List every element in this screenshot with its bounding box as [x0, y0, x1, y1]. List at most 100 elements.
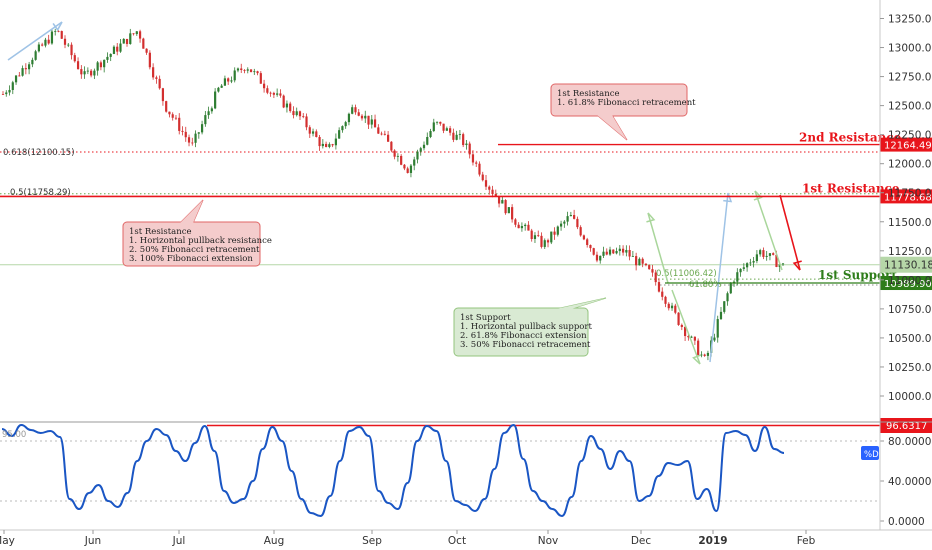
- candle: [755, 250, 758, 264]
- candle: [315, 129, 318, 138]
- stoch-line: [1, 423, 785, 518]
- candle: [103, 59, 106, 73]
- price-tick-label: 12500.00: [888, 101, 932, 113]
- candle: [73, 52, 76, 63]
- candle: [174, 115, 178, 121]
- candle: [328, 142, 331, 149]
- candle: [586, 237, 589, 248]
- candle: [341, 125, 344, 133]
- candle: [396, 153, 399, 162]
- candle: [553, 227, 556, 240]
- time-tick-label: Jul: [172, 535, 186, 547]
- candle: [18, 71, 21, 77]
- candle: [152, 63, 155, 80]
- candle: [76, 57, 80, 70]
- time-tick-label: Feb: [797, 535, 816, 547]
- candle: [667, 302, 670, 311]
- candle: [171, 112, 174, 121]
- candle: [289, 101, 292, 113]
- price-tick-label: 12750.00: [888, 72, 932, 84]
- candle: [24, 63, 27, 75]
- candle: [540, 232, 543, 249]
- candle: [324, 141, 328, 148]
- candle: [8, 85, 11, 96]
- candle: [406, 166, 409, 174]
- candle: [566, 211, 569, 226]
- candle: [582, 234, 586, 241]
- candle: [99, 60, 103, 71]
- candle: [435, 121, 439, 125]
- candle: [654, 269, 657, 286]
- candle: [729, 281, 732, 295]
- price-tag: [880, 137, 932, 152]
- candle: [119, 38, 122, 53]
- candle: [674, 303, 677, 315]
- candle: [393, 149, 396, 160]
- candle: [403, 164, 406, 171]
- projection-arrow: [671, 289, 702, 365]
- candle: [618, 245, 621, 256]
- candle: [54, 28, 57, 36]
- candle: [625, 245, 628, 257]
- candle: [573, 209, 576, 220]
- candle: [390, 141, 393, 153]
- candle: [295, 107, 298, 117]
- candle: [589, 244, 592, 252]
- candle: [344, 120, 347, 129]
- candle: [259, 71, 262, 84]
- candle: [367, 115, 370, 129]
- candle: [759, 248, 762, 257]
- current-price-text: 11130.18: [884, 260, 932, 272]
- candle: [559, 220, 563, 231]
- candle: [383, 130, 386, 136]
- candle: [723, 301, 726, 314]
- candle: [197, 131, 200, 139]
- callout-line: 2. 61.8% Fibonacci extension: [460, 331, 587, 341]
- candle: [194, 130, 197, 148]
- candle: [445, 126, 448, 131]
- candle: [122, 38, 125, 44]
- candle: [413, 156, 416, 171]
- candle: [321, 139, 324, 149]
- candle: [468, 141, 471, 159]
- candle: [481, 171, 484, 182]
- price-tick-label: 13250.00: [888, 14, 932, 26]
- price-tick-label: 10250.00: [888, 362, 932, 374]
- candle: [768, 253, 772, 261]
- price-tick-label: 11750.00: [888, 188, 932, 200]
- candle: [537, 230, 540, 238]
- time-tick-label: Sep: [362, 535, 382, 547]
- candle: [63, 35, 67, 49]
- candle: [592, 247, 595, 256]
- candle: [419, 146, 422, 156]
- candle: [161, 87, 165, 106]
- candle: [60, 30, 63, 40]
- candle: [377, 124, 380, 134]
- candle: [318, 135, 321, 151]
- candle: [311, 128, 315, 137]
- candle: [497, 196, 501, 208]
- candle: [28, 61, 31, 75]
- time-tick-label: 2019: [698, 535, 727, 547]
- candle: [409, 163, 413, 178]
- candle: [50, 29, 54, 45]
- candle: [347, 112, 351, 126]
- osc-legend-badge[interactable]: [861, 446, 879, 460]
- candle: [602, 246, 605, 258]
- candle: [429, 128, 432, 139]
- candle: [302, 113, 305, 119]
- candle: [262, 79, 266, 93]
- candle: [641, 257, 644, 268]
- candle: [765, 250, 768, 261]
- candle: [168, 111, 171, 118]
- candle: [308, 125, 311, 138]
- candle: [749, 258, 752, 266]
